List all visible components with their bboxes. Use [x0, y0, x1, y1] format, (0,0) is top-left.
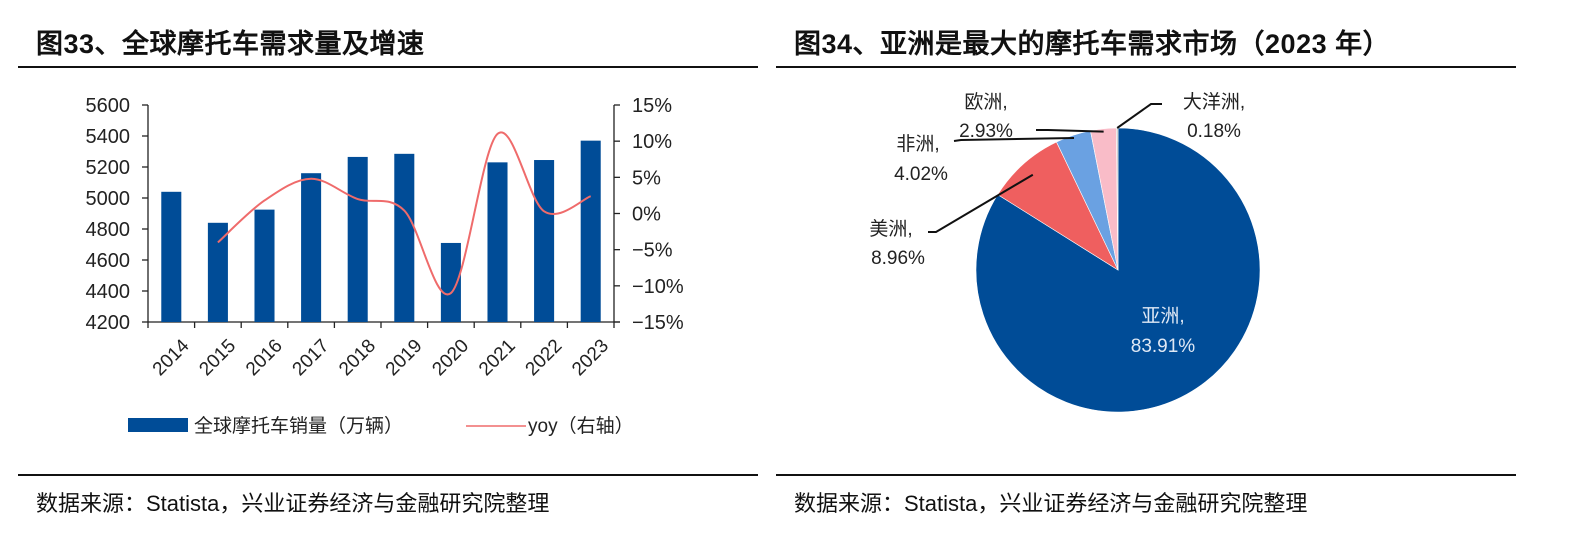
pie-label-name-europe: 欧洲,	[964, 91, 1007, 113]
bar-2014	[161, 191, 182, 322]
left-y-tick-label: 5400	[86, 126, 131, 148]
bar-2020	[440, 242, 461, 322]
pie-slice-1	[997, 141, 1119, 271]
left-y-tick-label: 4600	[86, 250, 131, 272]
pie-label-name-africa: 非洲,	[896, 133, 939, 155]
bar-2018	[347, 156, 368, 322]
right-y-tick-label: −15%	[632, 312, 684, 334]
left-y-tick-label: 4400	[86, 281, 131, 303]
pie-chart: 亚洲, 83.91% 美洲, 8.96% 非洲, 4.02% 欧洲, 2.93% 大洋洲, 0.1…	[869, 91, 1261, 413]
chart-title-fig33: 图33、全球摩托车需求量及增速	[36, 29, 425, 59]
left-y-tick-label: 4200	[86, 312, 131, 334]
leader-line-americas	[928, 173, 1034, 233]
x-tick-label: 2017	[289, 335, 334, 380]
leader-line-oceania	[1116, 103, 1162, 129]
left-y-tick-label: 5200	[86, 157, 131, 179]
bar-2015	[207, 222, 228, 322]
pie-label-value-asia: 83.91%	[1131, 336, 1196, 357]
bar-2019	[394, 153, 415, 322]
bar-2023	[580, 140, 601, 322]
bar-2022	[534, 160, 555, 322]
pie-label-name-americas: 美洲,	[869, 218, 912, 240]
right-y-tick-label: 0%	[632, 204, 661, 226]
bar-2017	[301, 173, 322, 322]
bar-2021	[487, 162, 508, 322]
title-divider	[18, 66, 758, 68]
pie-label-name-oceania: 大洋洲,	[1183, 91, 1245, 113]
legend-label-sales: 全球摩托车销量（万辆）	[194, 415, 403, 437]
x-tick-label: 2019	[382, 335, 427, 380]
x-tick-label: 2020	[428, 335, 473, 380]
leader-line-africa	[953, 136, 1075, 142]
pie-label-value-oceania: 0.18%	[1187, 121, 1241, 142]
right-y-tick-label: −10%	[632, 276, 684, 298]
x-tick-label: 2023	[568, 335, 613, 380]
source-divider	[776, 474, 1516, 476]
source-divider	[18, 474, 758, 476]
x-tick-label: 2018	[335, 335, 380, 380]
title-divider	[776, 66, 1516, 68]
right-y-tick-label: 15%	[632, 95, 672, 117]
legend-label-yoy: yoy（右轴）	[528, 415, 634, 437]
leader-line-europe	[1036, 129, 1104, 133]
right-y-tick-label: −5%	[632, 240, 673, 262]
bar-2016	[254, 209, 275, 322]
legend-swatch-sales	[128, 418, 188, 432]
data-source: 数据来源：Statista，兴业证券经济与金融研究院整理	[794, 491, 1308, 516]
x-tick-label: 2015	[195, 335, 240, 380]
chart-title-fig34: 图34、亚洲是最大的摩托车需求市场（2023 年）	[794, 29, 1391, 59]
right-y-tick-label: 10%	[632, 131, 672, 153]
left-y-tick-label: 5000	[86, 188, 131, 210]
left-y-tick-label: 4800	[86, 219, 131, 241]
right-y-tick-label: 5%	[632, 167, 661, 189]
left-chart-panel: 图33、全球摩托车需求量及增速 4200 4400 4600 4800 5000 5200…	[18, 0, 758, 534]
pie-label-value-africa: 4.02%	[894, 164, 948, 185]
pie-slice-0	[975, 127, 1261, 413]
x-tick-label: 2022	[522, 335, 567, 380]
yoy-line	[217, 131, 592, 296]
left-y-tick-label: 5600	[86, 95, 131, 117]
right-chart-panel: 图34、亚洲是最大的摩托车需求市场（2023 年） 亚洲, 83.91% 美洲, 8.…	[776, 0, 1516, 534]
pie-label-name-asia: 亚洲,	[1141, 306, 1184, 327]
data-source: 数据来源：Statista，兴业证券经济与金融研究院整理	[36, 491, 550, 516]
x-tick-label: 2014	[149, 335, 194, 380]
pie-label-value-americas: 8.96%	[871, 248, 925, 269]
bar-line-chart: 4200 4400 4600 4800 5000 5200 5400 5600 −15% −10%…	[86, 95, 684, 437]
pie-label-value-europe: 2.93%	[959, 121, 1013, 142]
x-tick-label: 2021	[475, 335, 520, 380]
x-tick-label: 2016	[242, 335, 287, 380]
